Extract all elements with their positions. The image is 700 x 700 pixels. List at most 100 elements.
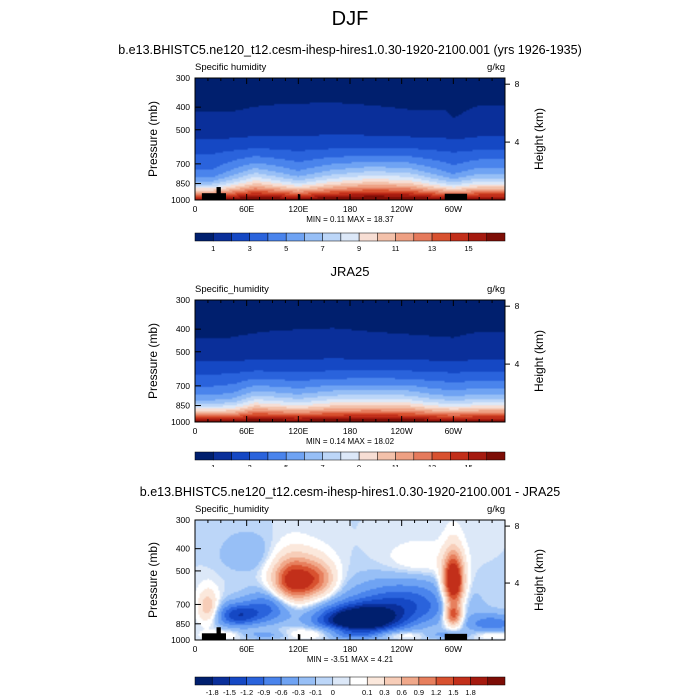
y-axis-label: Pressure (mb) [146, 542, 160, 618]
colorbar-label: -0.9 [257, 688, 270, 697]
y-tick-label: 700 [176, 381, 190, 391]
panel-title: b.e13.BHISTC5.ne120_t12.cesm-ihesp-hires… [118, 43, 581, 57]
colorbar-label: 15 [464, 463, 472, 467]
colorbar-box [431, 451, 451, 461]
y-tick-label: 850 [176, 401, 190, 411]
variable-label: Specific_humidity [195, 284, 269, 295]
x-tick-label: 0 [193, 204, 198, 214]
y-tick-label: 1000 [171, 635, 190, 645]
x-tick-label: 60W [445, 204, 462, 214]
colorbar-box [194, 676, 213, 686]
min-max-label: MIN = -3.51 MAX = 4.21 [307, 655, 394, 664]
colorbar-box [358, 451, 378, 461]
colorbar-label: 1.8 [465, 688, 475, 697]
x-tick-label: 0 [193, 426, 198, 436]
colorbar-label: 3 [248, 463, 252, 467]
x-tick-label: 180 [343, 426, 357, 436]
colorbar-label: -1.5 [223, 688, 236, 697]
y-tick-label: 500 [176, 566, 190, 576]
y-tick-label: 300 [176, 515, 190, 525]
colorbar-label: 9 [357, 244, 361, 253]
colorbar-label: 0.3 [379, 688, 389, 697]
terrain-mask [216, 187, 221, 200]
colorbar-box [395, 451, 415, 461]
colorbar-box [194, 451, 214, 461]
x-tick-label: 180 [343, 644, 357, 654]
colorbar-label: 9 [357, 463, 361, 467]
colorbar-box [263, 676, 282, 686]
colorbar-box [450, 451, 469, 461]
colorbar-box [435, 676, 454, 686]
y-tick-label: 1000 [171, 195, 190, 205]
contour-field [195, 520, 505, 640]
colorbar-label: 3 [248, 244, 252, 253]
colorbar-box [246, 676, 265, 686]
x-tick-label: 120E [288, 426, 308, 436]
colorbar-label: 0.1 [362, 688, 372, 697]
colorbar-box [249, 232, 269, 242]
x-tick-label: 60E [239, 426, 254, 436]
chart-panel-model: b.e13.BHISTC5.ne120_t12.cesm-ihesp-hires… [118, 43, 581, 253]
colorbar-label: 1.5 [448, 688, 458, 697]
units-label: g/kg [487, 284, 505, 295]
units-label: g/kg [487, 62, 505, 73]
colorbar-box [453, 676, 471, 686]
x-tick-label: 60W [445, 644, 462, 654]
colorbar-label: -0.6 [275, 688, 288, 697]
terrain-mask [298, 194, 301, 200]
min-max-label: MIN = 0.11 MAX = 18.37 [306, 215, 394, 224]
colorbar-box [212, 232, 232, 242]
y2-axis-label: Height (km) [532, 108, 546, 170]
colorbar-label: 1.2 [431, 688, 441, 697]
y-axis-label: Pressure (mb) [146, 323, 160, 399]
colorbar-box [487, 676, 506, 686]
x-tick-label: 60E [239, 204, 254, 214]
terrain-mask [201, 193, 226, 200]
y-tick-label: 300 [176, 295, 190, 305]
colorbar-box [413, 451, 433, 461]
x-tick-label: 120E [288, 204, 308, 214]
colorbar-box [413, 232, 433, 242]
colorbar-box [285, 451, 305, 461]
y-tick-label: 500 [176, 125, 190, 135]
colorbar-label: 0 [331, 688, 335, 697]
colorbar-box [231, 451, 250, 461]
units-label: g/kg [487, 504, 505, 515]
colorbar-box [431, 232, 451, 242]
colorbar-box [304, 451, 323, 461]
colorbar-label: 0.9 [414, 688, 424, 697]
colorbar-box [486, 451, 506, 461]
colorbar-box [401, 676, 420, 686]
terrain-mask [216, 627, 221, 640]
chart-panel-difference: b.e13.BHISTC5.ne120_t12.cesm-ihesp-hires… [140, 485, 560, 697]
y-axis-label: Pressure (mb) [146, 101, 160, 177]
colorbar-label: 11 [392, 244, 400, 253]
variable-label: Specific_humidity [195, 504, 269, 515]
y-tick-label: 400 [176, 324, 190, 334]
colorbar-label: 1 [211, 463, 215, 467]
y-tick-label: 850 [176, 619, 190, 629]
contour-field [195, 300, 505, 422]
y2-tick-label: 4 [515, 578, 520, 588]
colorbar-label: -1.2 [240, 688, 253, 697]
y-tick-label: 850 [176, 179, 190, 189]
colorbar-box [468, 232, 488, 242]
x-tick-label: 180 [343, 204, 357, 214]
colorbar-box [349, 676, 368, 686]
colorbar-box [322, 232, 342, 242]
colorbar-box [249, 451, 269, 461]
terrain-mask [444, 193, 468, 200]
panel-title: b.e13.BHISTC5.ne120_t12.cesm-ihesp-hires… [140, 485, 560, 499]
contour-field [195, 78, 505, 200]
y-tick-label: 700 [176, 599, 190, 609]
colorbar-box [395, 232, 415, 242]
colorbar-label: 1 [211, 244, 215, 253]
y2-tick-label: 4 [515, 137, 520, 147]
colorbar-box [340, 451, 360, 461]
terrain-mask [201, 633, 226, 640]
page-title: DJF [331, 8, 369, 30]
min-max-label: MIN = 0.14 MAX = 18.02 [306, 437, 395, 446]
y-tick-label: 1000 [171, 417, 190, 427]
colorbar-box [267, 232, 287, 242]
